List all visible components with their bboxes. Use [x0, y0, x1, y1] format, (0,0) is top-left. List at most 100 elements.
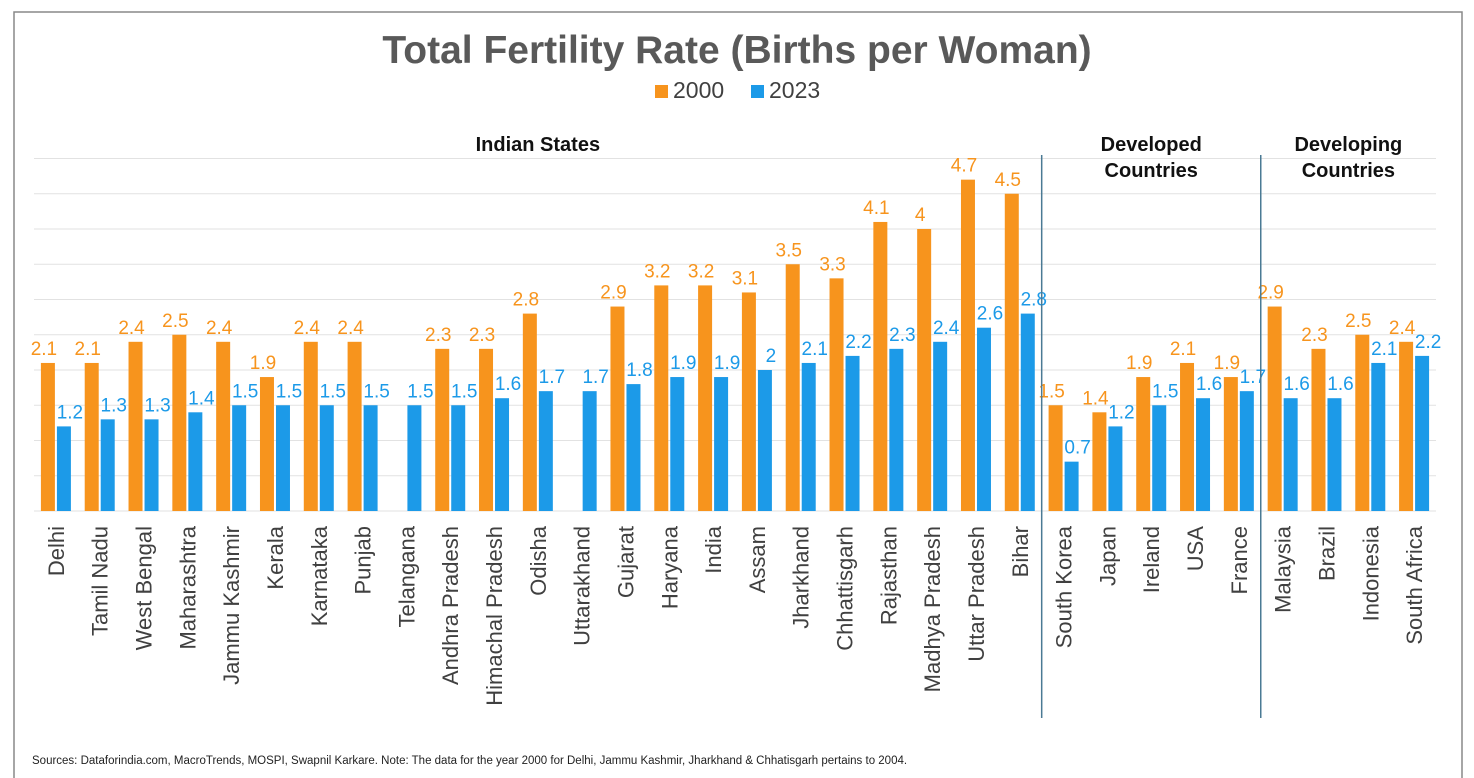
bar-2023 [1371, 362, 1386, 511]
category-label: South Africa [1402, 525, 1427, 644]
bar-2023 [1327, 398, 1342, 511]
category-label: Madhya Pradesh [920, 526, 945, 692]
data-label-2023: 2.8 [1021, 290, 1047, 311]
data-label-2023: 1.7 [582, 367, 608, 388]
bar-2000 [479, 348, 494, 511]
bar-2023 [801, 362, 816, 511]
data-label-2000: 2.1 [1170, 339, 1196, 360]
bar-2023 [56, 426, 71, 511]
category-label: Kerala [263, 525, 288, 589]
bar-2000 [1048, 405, 1063, 511]
data-label-2023: 1.9 [714, 353, 740, 374]
bar-2000 [216, 341, 231, 511]
bar-2000 [1136, 377, 1151, 511]
category-label: Uttarakhand [570, 526, 595, 646]
data-label-2023: 2.3 [889, 325, 915, 346]
category-label: Punjab [351, 526, 376, 595]
bar-2000 [347, 341, 362, 511]
category-label: South Korea [1052, 525, 1077, 648]
data-label-2000: 2.4 [294, 318, 321, 339]
bar-2023 [275, 405, 290, 511]
bar-2023 [495, 398, 510, 511]
legend-label-2000: 2000 [673, 77, 724, 103]
bar-2000 [128, 341, 143, 511]
group-label: Countries [1302, 160, 1395, 182]
data-label-2023: 2.1 [802, 339, 828, 360]
bar-2000 [698, 285, 713, 511]
bar-2000 [40, 362, 55, 511]
bar-2023 [144, 419, 159, 511]
data-label-2000: 1.9 [250, 353, 276, 374]
bar-2023 [889, 348, 904, 511]
bar-2000 [84, 362, 99, 511]
bar-2023 [1152, 405, 1167, 511]
data-label-2000: 1.9 [1214, 353, 1240, 374]
chart-title: Total Fertility Rate (Births per Woman) [382, 29, 1091, 72]
category-label: Jharkhand [789, 526, 814, 629]
bar-2023 [319, 405, 334, 511]
data-label-2000: 3.3 [819, 254, 845, 275]
category-label: Andhra Pradesh [438, 526, 463, 685]
data-label-2023: 2.6 [977, 304, 1003, 325]
category-label: Ireland [1139, 526, 1164, 593]
data-label-2000: 3.2 [644, 261, 670, 282]
category-label: Brazil [1314, 526, 1339, 581]
bar-2000 [654, 285, 669, 511]
bar-2000 [829, 278, 844, 511]
bar-2023 [626, 384, 641, 511]
data-label-2023: 1.5 [363, 381, 389, 402]
data-label-2000: 3.1 [732, 268, 758, 289]
data-label-2000: 2.9 [600, 283, 626, 304]
data-label-2000: 2.4 [1389, 318, 1416, 339]
legend-label-2023: 2023 [769, 77, 820, 103]
bar-2023 [232, 405, 247, 511]
footnote: Sources: Dataforindia.com, MacroTrends, … [32, 755, 907, 767]
data-label-2000: 1.4 [1082, 388, 1109, 409]
data-label-2023: 1.8 [626, 360, 652, 381]
data-label-2000: 2.5 [162, 311, 188, 332]
category-label: India [701, 525, 726, 573]
bar-2000 [1267, 306, 1282, 511]
data-label-2023: 2 [766, 346, 777, 367]
data-label-2023: 1.9 [670, 353, 696, 374]
bar-2000 [1399, 341, 1414, 511]
chart-border [13, 11, 1463, 778]
data-label-2023: 1.4 [188, 388, 215, 409]
data-label-2023: 1.5 [320, 381, 346, 402]
data-label-2023: 1.7 [1240, 367, 1266, 388]
data-label-2000: 2.8 [513, 290, 539, 311]
group-label: Developing [1294, 134, 1402, 156]
bar-2023 [714, 377, 729, 511]
bar-2000 [1092, 412, 1107, 511]
data-label-2023: 1.2 [57, 402, 83, 423]
data-label-2000: 2.3 [1301, 325, 1327, 346]
category-label: West Bengal [132, 526, 157, 650]
data-label-2023: 1.5 [1152, 381, 1178, 402]
category-label: Haryana [657, 525, 682, 609]
data-label-2000: 2.9 [1257, 283, 1283, 304]
bar-2000 [435, 348, 450, 511]
data-label-2000: 2.1 [75, 339, 101, 360]
category-label: Himachal Pradesh [482, 526, 507, 706]
bar-2000 [785, 264, 800, 511]
bar-2000 [1355, 334, 1370, 511]
category-label: Jammu Kashmir [219, 526, 244, 685]
category-label: Maharashtra [175, 525, 200, 649]
data-label-2000: 2.4 [337, 318, 364, 339]
category-label: France [1227, 526, 1252, 594]
group-label: Indian States [476, 134, 600, 156]
bar-2023 [1239, 391, 1254, 511]
data-label-2000: 4.5 [995, 170, 1021, 191]
data-label-2000: 2.4 [206, 318, 233, 339]
legend-swatch-2000 [655, 85, 668, 98]
data-label-2023: 1.3 [101, 395, 127, 416]
category-label: Tamil Nadu [88, 526, 113, 636]
group-label: Countries [1105, 160, 1198, 182]
bar-2023 [100, 419, 115, 511]
data-label-2000: 2.3 [425, 325, 451, 346]
bar-2023 [1196, 398, 1211, 511]
category-label: Delhi [44, 526, 69, 576]
bar-2000 [1223, 377, 1238, 511]
bar-2023 [976, 327, 991, 511]
